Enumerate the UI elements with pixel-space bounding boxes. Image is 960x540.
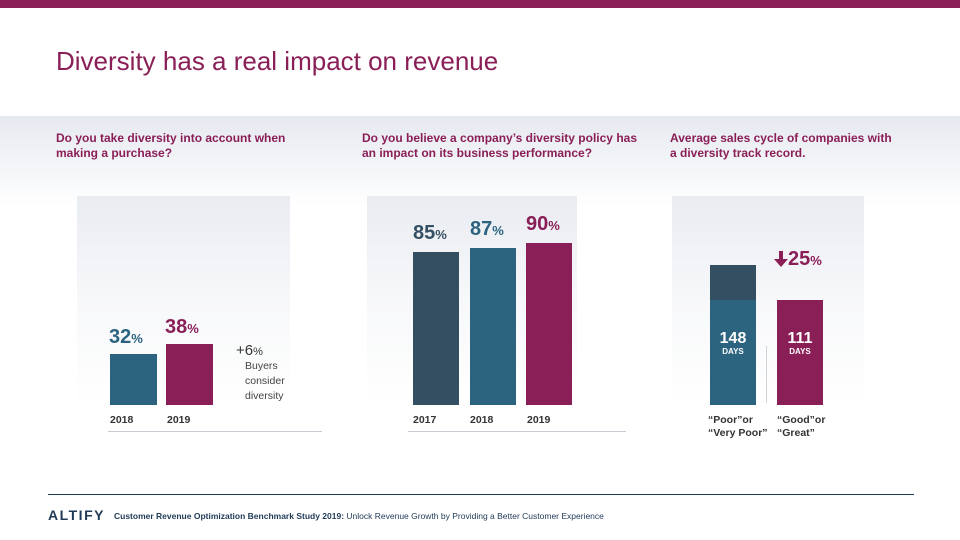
footer-divider xyxy=(48,494,914,495)
altify-logo: ALTIFY xyxy=(48,507,105,523)
chart-3-value-poor: 148 DAYS xyxy=(719,330,747,356)
top-accent-bar xyxy=(0,0,960,8)
chart-2-value-2018: 87% xyxy=(470,218,504,241)
chart-3-category-poor: “Poor”or “Very Poor” xyxy=(708,414,768,439)
chart-2-tick-2017: 2017 xyxy=(413,414,437,426)
chart-3-value-good: 111 DAYS xyxy=(787,330,813,356)
chart-3-bar-poor-extra xyxy=(710,265,756,301)
chart-1-tick-2018: 2018 xyxy=(110,414,134,426)
chart-1-tick-2019: 2019 xyxy=(167,414,191,426)
chart-1-bar-2019 xyxy=(166,344,213,405)
chart-1-title: Do you take diversity into account when … xyxy=(56,131,286,160)
chart-2-bar-2019 xyxy=(526,243,572,405)
chart-2-bar-2018 xyxy=(470,248,516,405)
chart-3-separator xyxy=(766,346,767,403)
footer-text: Customer Revenue Optimization Benchmark … xyxy=(114,511,604,521)
chart-1-bar-2018 xyxy=(110,353,157,405)
chart-3-title: Average sales cycle of companies with a … xyxy=(670,131,892,160)
chart-3-bar-good xyxy=(777,300,823,405)
chart-1-axis xyxy=(108,431,322,432)
chart-3-bar-poor xyxy=(710,300,756,405)
chart-2-tick-2019: 2019 xyxy=(527,414,551,426)
chart-1-increase-value: +6% xyxy=(236,342,263,359)
chart-1-value-2019: 38% xyxy=(165,316,199,339)
chart-3-decrease-value: 25% xyxy=(774,248,822,271)
chart-1-value-2018: 32% xyxy=(109,325,143,348)
chart-2-bar-2017 xyxy=(413,252,459,405)
chart-2-tick-2018: 2018 xyxy=(470,414,494,426)
chart-2-value-2019: 90% xyxy=(526,213,560,235)
page-title: Diversity has a real impact on revenue xyxy=(56,46,499,76)
chart-2-axis xyxy=(408,431,626,432)
chart-3-category-good: “Good”or “Great” xyxy=(777,414,826,439)
chart-1-increase-note: Buyers consider diversity xyxy=(245,360,285,402)
chart-3-panel xyxy=(672,196,864,406)
chart-2-value-2017: 85% xyxy=(413,222,447,244)
chart-2-title: Do you believe a company’s diversity pol… xyxy=(362,131,637,160)
header-band xyxy=(0,116,960,206)
down-arrow-icon xyxy=(774,251,788,267)
